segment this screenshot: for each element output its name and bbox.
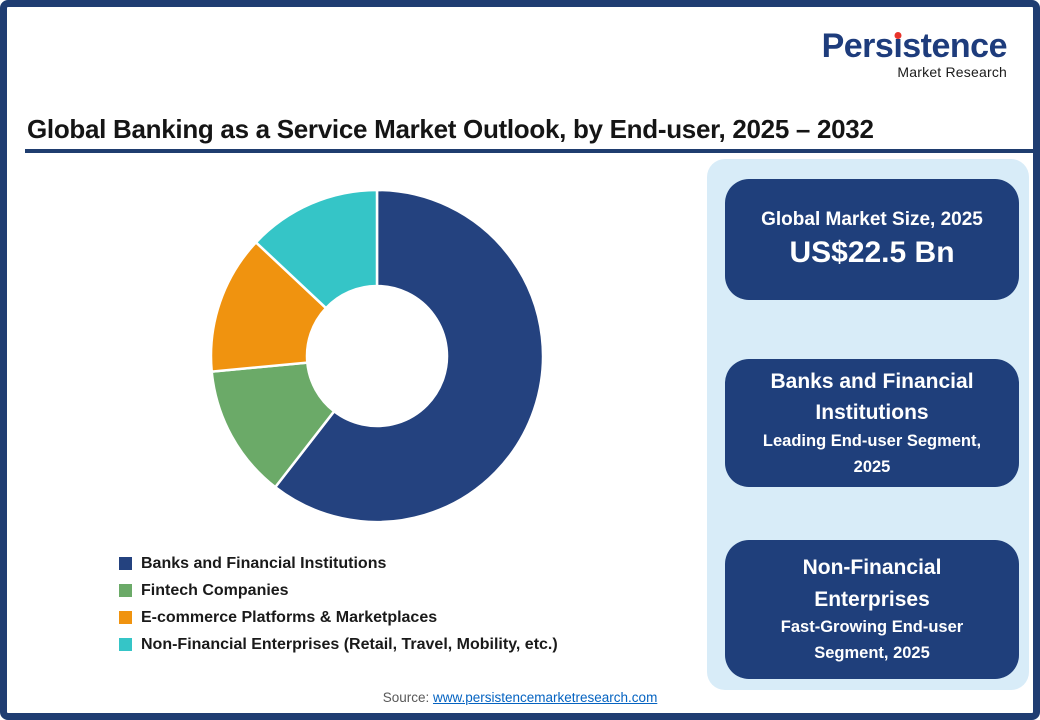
legend-swatch-icon	[119, 638, 132, 651]
source-label: Source:	[382, 690, 430, 705]
legend-label: E-commerce Platforms & Marketplaces	[141, 608, 438, 626]
logo-text-post: stence	[902, 27, 1007, 65]
logo-wordmark: Persı stence	[821, 27, 1008, 65]
legend-item: E-commerce Platforms & Marketplaces	[119, 604, 558, 631]
donut-chart-svg	[209, 188, 545, 524]
leading-segment-card: Banks and Financial Institutions Leading…	[725, 359, 1019, 487]
legend-label: Non-Financial Enterprises (Retail, Trave…	[141, 635, 558, 653]
leading-segment-title: Banks and Financial Institutions	[770, 369, 974, 425]
donut-slice-0	[274, 188, 545, 524]
page-title: Global Banking as a Service Market Outlo…	[27, 114, 874, 144]
legend-swatch-icon	[119, 584, 132, 597]
source-link[interactable]: www.persistencemarketresearch.com	[432, 690, 658, 705]
legend-item: Fintech Companies	[119, 577, 558, 604]
market-size-value: US$22.5 Bn	[789, 236, 955, 270]
chart-legend: Banks and Financial Institutions Fintech …	[119, 550, 558, 658]
legend-swatch-icon	[119, 557, 132, 570]
legend-label: Fintech Companies	[141, 581, 289, 599]
donut-chart	[209, 188, 545, 524]
logo-tagline: Market Research	[897, 64, 1007, 80]
title-underline	[25, 149, 1033, 153]
legend-item: Banks and Financial Institutions	[119, 550, 558, 577]
legend-label: Banks and Financial Institutions	[141, 554, 387, 572]
logo-red-dot-icon	[894, 32, 902, 39]
fast-growing-segment-title: Non-Financial Enterprises	[802, 556, 942, 611]
source-line: Source: www.persistencemarketresearch.co…	[7, 690, 1033, 705]
logo-text-pre: Pers	[821, 27, 894, 65]
legend-swatch-icon	[119, 611, 132, 624]
legend-item: Non-Financial Enterprises (Retail, Trave…	[119, 631, 558, 658]
market-size-card: Global Market Size, 2025 US$22.5 Bn	[725, 179, 1019, 300]
leading-segment-subtitle: Leading End-user Segment, 2025	[762, 431, 982, 476]
highlights-panel: Global Market Size, 2025 US$22.5 Bn Bank…	[707, 159, 1029, 690]
persistence-logo: Persı stence Market Research	[821, 27, 1008, 80]
fast-growing-segment-card: Non-Financial Enterprises Fast-Growing E…	[725, 540, 1019, 679]
market-size-label: Global Market Size, 2025	[761, 208, 983, 230]
logo-letter-i: ı	[893, 27, 903, 65]
donut-slice-3	[254, 188, 379, 310]
donut-slice-2	[209, 241, 328, 373]
fast-growing-segment-subtitle: Fast-Growing End-user Segment, 2025	[780, 618, 964, 662]
